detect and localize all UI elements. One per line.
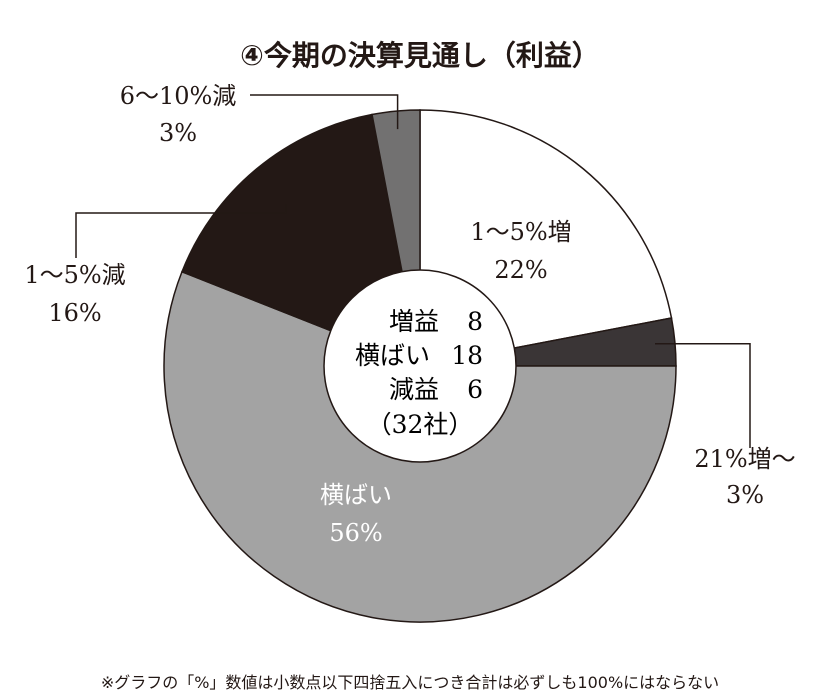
footnote: ※グラフの「%」数値は小数点以下四捨五入につき合計は必ずしも100%にはならない — [101, 673, 719, 692]
slice-value-decrease-1-5: 16% — [48, 299, 101, 327]
slice-value-flat: 56% — [329, 519, 382, 547]
slice-label-decrease-1-5: 1〜5%減 — [24, 261, 125, 289]
center-increase-count: 8 — [467, 307, 483, 336]
leader-line-decrease-1-5 — [75, 204, 287, 258]
center-total: （32社） — [367, 410, 474, 439]
slice-value-decrease-6-10: 3% — [159, 119, 197, 147]
chart-title: ④今期の決算見通し（利益） — [240, 39, 600, 72]
slice-label-flat: 横ばい — [320, 481, 392, 509]
slice-label-decrease-6-10: 6〜10%減 — [120, 82, 237, 110]
center-hole — [323, 269, 517, 463]
slice-value-increase-21: 3% — [726, 481, 764, 509]
center-increase-label: 増益 — [389, 307, 439, 336]
slice-label-increase-21: 21%増〜 — [694, 445, 795, 473]
center-flat-count: 18 — [451, 341, 483, 370]
slice-value-increase-1-5: 22% — [494, 256, 547, 284]
leader-line-increase-21 — [655, 343, 751, 448]
center-decrease-count: 6 — [467, 375, 483, 404]
slice-label-increase-1-5: 1〜5%増 — [470, 218, 571, 246]
leader-line-decrease-6-10 — [250, 94, 399, 130]
center-decrease-label: 減益 — [389, 375, 439, 404]
center-flat-label: 横ばい — [355, 341, 430, 370]
